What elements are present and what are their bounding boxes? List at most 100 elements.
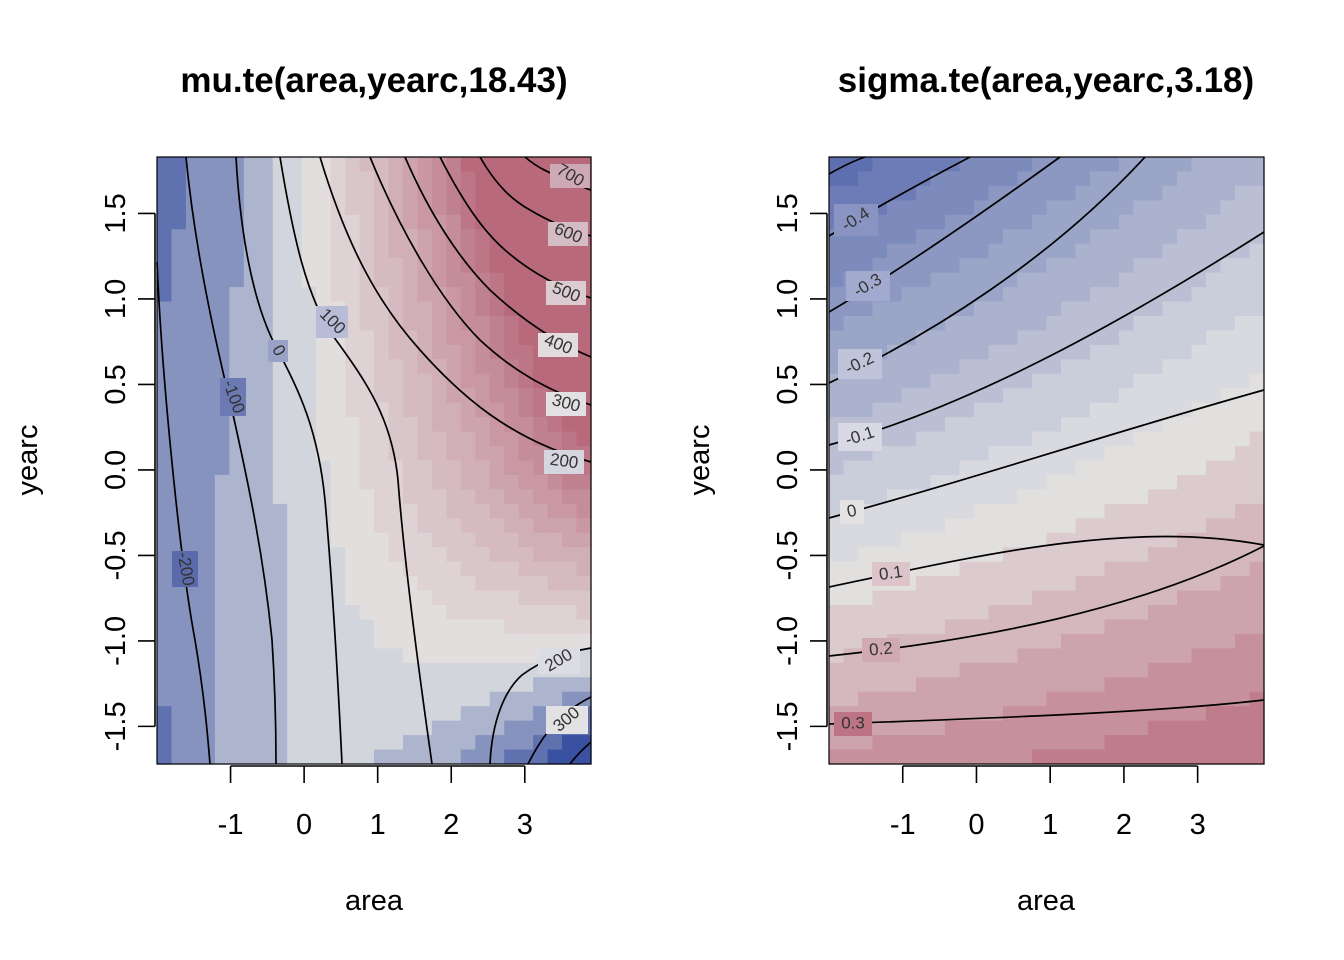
mu-contour-labels: -200 -100 0 100 200 300 400 500 600 700 … — [172, 160, 590, 736]
sigma-heat-cell — [901, 735, 917, 751]
mu-heat-cell — [576, 590, 592, 606]
sigma-heat-cell — [1162, 157, 1178, 173]
sigma-heat-cell — [1249, 749, 1265, 765]
sigma-heat-cell — [1104, 287, 1120, 303]
mu-heat-cell — [576, 605, 592, 621]
sigma-heat-cell — [930, 301, 946, 317]
sigma-heat-cell — [974, 171, 990, 187]
sigma-heat-cell — [1148, 561, 1164, 577]
sigma-heat-cell — [1075, 344, 1091, 360]
sigma-heat-cell — [945, 171, 961, 187]
mu-heat-cell — [359, 633, 375, 649]
sigma-heat-cell — [1075, 561, 1091, 577]
mu-heat-cell — [417, 157, 433, 173]
sigma-heat-cell — [1249, 330, 1265, 346]
mu-heat-cell — [359, 720, 375, 736]
sigma-heat-cell — [887, 547, 903, 563]
sigma-heat-cell — [901, 648, 917, 664]
mu-contour--200 — [156, 261, 211, 765]
mu-heat-cell — [576, 474, 592, 490]
sigma-clabel-bg — [834, 204, 878, 236]
mu-heat-cell — [489, 243, 505, 259]
mu-heat-cell — [272, 315, 288, 332]
sigma-heat-cell — [1003, 720, 1019, 736]
mu-heat-cell — [287, 706, 303, 722]
sigma-heat-cell — [887, 344, 903, 360]
sigma-heat-cell — [959, 287, 975, 303]
mu-heat-cell — [388, 229, 404, 245]
mu-heat-cell — [243, 417, 259, 433]
sigma-heat-cell — [945, 200, 961, 216]
mu-heat-cell — [518, 720, 534, 736]
sigma-heat-cell — [1017, 388, 1033, 404]
sigma-heat-cell — [1075, 518, 1091, 534]
mu-heat-cell — [229, 229, 245, 245]
sigma-heat-cell — [1133, 648, 1149, 664]
mu-heat-cell — [345, 576, 361, 592]
sigma-x-tick-label: 3 — [1190, 809, 1206, 841]
sigma-heat-cell — [916, 373, 932, 389]
sigma-heat-cell — [843, 301, 859, 317]
sigma-heat-cell — [1206, 171, 1222, 187]
sigma-heat-cell — [1133, 691, 1149, 707]
mu-heat-cell — [475, 287, 491, 303]
mu-heat-cell — [345, 258, 361, 274]
mu-heat-cell — [214, 532, 230, 548]
mu-heat-cell — [489, 229, 505, 245]
sigma-heat-cell — [1177, 561, 1193, 577]
mu-heat-cell — [547, 576, 563, 592]
mu-heat-cell — [489, 200, 505, 216]
mu-heat-cell — [431, 518, 447, 534]
mu-heat-cell — [374, 301, 390, 317]
mu-heat-cell — [301, 576, 317, 592]
sigma-heat-cell — [1206, 287, 1222, 303]
sigma-heat-cell — [988, 633, 1004, 649]
sigma-heat-cell — [974, 749, 990, 765]
mu-contour-lines — [156, 156, 592, 765]
sigma-heat-cell — [1032, 518, 1048, 534]
sigma-heat-cell — [1061, 157, 1077, 173]
mu-heat-cell — [446, 648, 462, 664]
sigma-heat-cell — [1177, 287, 1193, 303]
sigma-heat-cell — [872, 532, 888, 548]
sigma-heat-cell — [887, 691, 903, 707]
mu-x-tick-label: -1 — [218, 809, 244, 841]
mu-heat-cell — [388, 287, 404, 303]
mu-heat-cell — [157, 359, 173, 375]
mu-heat-cell — [475, 662, 491, 678]
mu-heat-cell — [287, 590, 303, 606]
mu-heat-cell — [576, 330, 592, 346]
mu-heat-cell — [489, 547, 505, 563]
sigma-heat-cell — [1003, 590, 1019, 606]
sigma-heat-cell — [1032, 720, 1048, 736]
sigma-heat-cell — [1003, 561, 1019, 577]
sigma-heat-cell — [1133, 243, 1149, 259]
mu-heat-cell — [417, 402, 433, 418]
mu-heat-cell — [446, 200, 462, 216]
mu-clabel-bg — [268, 340, 288, 362]
sigma-heat-cell — [1061, 431, 1077, 447]
mu-heat-cell — [460, 446, 476, 462]
sigma-heat-cell — [916, 706, 932, 722]
mu-heat-cell — [258, 388, 274, 404]
sigma-heat-cell — [930, 518, 946, 534]
sigma-contour-0 — [828, 389, 1265, 519]
mu-heat-cell — [460, 518, 476, 534]
mu-heat-cell — [460, 503, 476, 519]
mu-heat-cell — [258, 214, 274, 230]
mu-heat-cell — [417, 287, 433, 303]
sigma-heat-cell — [858, 532, 874, 548]
mu-heat-cell — [562, 735, 578, 751]
sigma-heat-cell — [1075, 503, 1091, 519]
sigma-heat-cell — [1177, 648, 1193, 664]
sigma-heat-cell — [1148, 200, 1164, 216]
sigma-heat-cell — [1003, 200, 1019, 216]
sigma-y-tick-label: 1.0 — [772, 279, 804, 319]
sigma-heat-cell — [1119, 677, 1135, 693]
sigma-heat-cell — [1191, 417, 1207, 433]
mu-heat-cell — [301, 301, 317, 317]
mu-heat-cell — [460, 474, 476, 490]
mu-heat-cell — [258, 243, 274, 259]
mu-heat-cell — [157, 460, 173, 476]
mu-heat-cell — [533, 503, 549, 519]
